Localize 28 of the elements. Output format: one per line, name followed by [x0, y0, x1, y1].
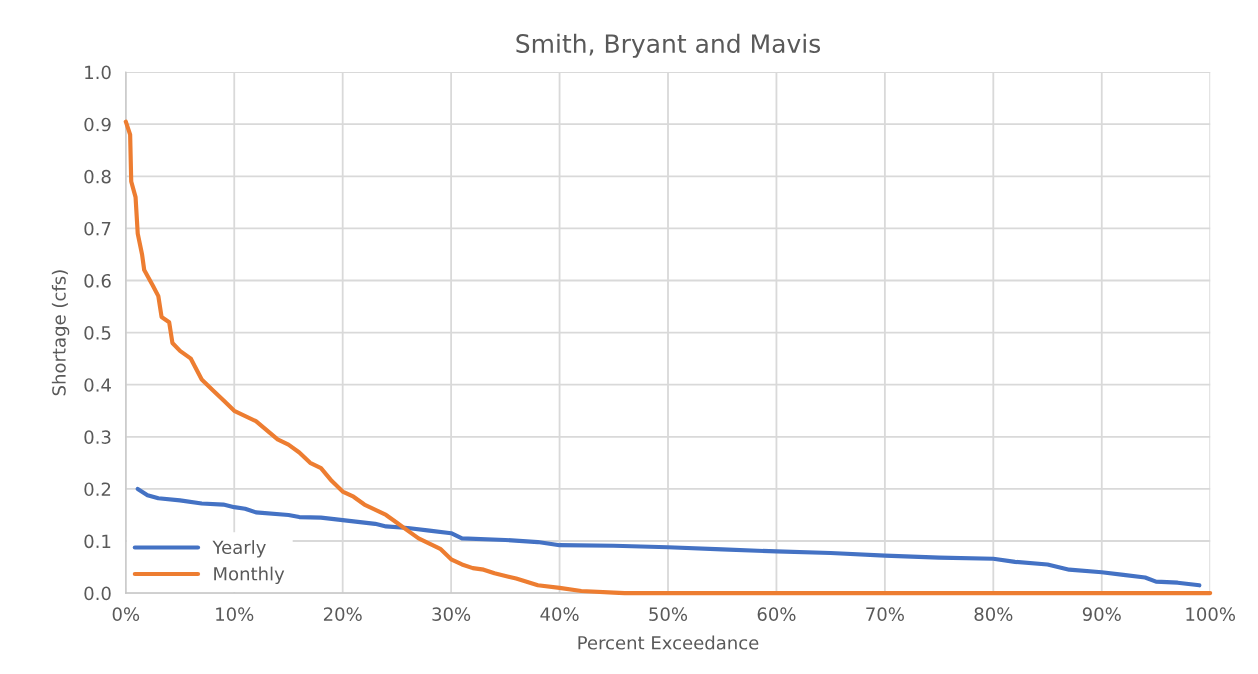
- legend-label: Monthly: [214, 566, 285, 585]
- y-tick-label: 0.4: [84, 378, 111, 392]
- y-tick-label: 0.9: [84, 117, 111, 132]
- chart-title: Smith, Bryant and Mavis: [516, 33, 821, 58]
- x-tick-label: 100%: [1186, 607, 1236, 621]
- x-tick-label: 90%: [1082, 607, 1121, 621]
- x-axis-title: Percent Exceedance: [578, 635, 759, 650]
- y-tick-label: 0.1: [84, 534, 111, 549]
- x-tick-label: 70%: [866, 607, 904, 621]
- legend-label: Yearly: [212, 540, 266, 558]
- y-tick-label: 0.8: [84, 169, 111, 184]
- x-tick-label: 10%: [216, 607, 254, 621]
- y-tick-label: 0.2: [84, 482, 111, 497]
- y-axis-title: Shortage (cfs): [51, 270, 70, 396]
- x-tick-label: 0%: [112, 607, 140, 621]
- x-tick-label: 80%: [974, 607, 1013, 621]
- x-tick-label: 60%: [757, 607, 796, 621]
- x-tick-label: 30%: [432, 607, 471, 621]
- x-tick-label: 40%: [540, 607, 579, 621]
- y-tick-label: 0.7: [84, 221, 111, 236]
- x-tick-label: 20%: [323, 607, 362, 621]
- y-tick-label: 0.5: [84, 326, 111, 340]
- y-tick-label: 0.6: [84, 273, 111, 288]
- y-tick-label: 1.0: [85, 65, 111, 80]
- x-tick-label: 50%: [649, 607, 688, 621]
- y-tick-label: 0.0: [84, 586, 111, 601]
- y-tick-label: 0.3: [84, 430, 111, 444]
- line-series: [135, 486, 1202, 588]
